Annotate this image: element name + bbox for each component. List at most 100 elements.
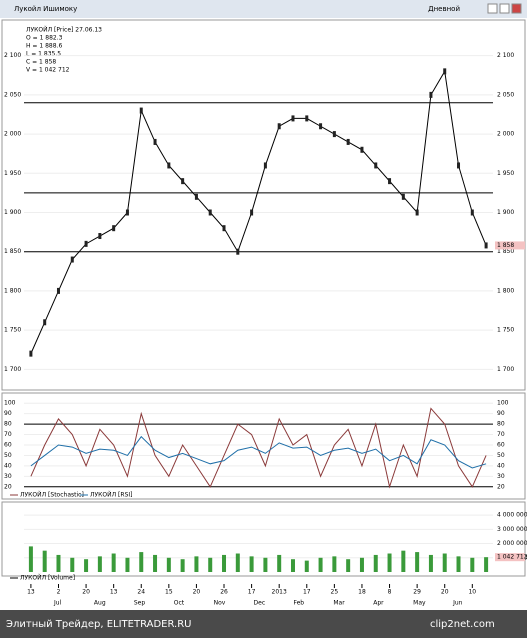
x-tick-label: 15	[165, 589, 173, 596]
close[interactable]	[511, 3, 522, 14]
y-tick-right: 70	[497, 431, 505, 438]
y-tick-right: 2 100	[497, 52, 514, 59]
legend-label: ЛУКОЙЛ [Volume]	[20, 575, 75, 582]
candle	[457, 162, 461, 169]
volume-bar	[208, 557, 213, 572]
volume-bar	[166, 557, 171, 572]
y-tick-right: 40	[497, 462, 505, 469]
y-tick-right: 50	[497, 452, 505, 459]
osc-line	[30, 435, 487, 469]
last-label: 1 042 712	[497, 554, 527, 561]
info-line: O = 1 882.3	[26, 35, 63, 42]
y-tick-left: 90	[4, 410, 12, 417]
candle	[291, 115, 295, 122]
x-tick-label: 17	[303, 589, 311, 596]
footer-right: clip2net.com	[430, 619, 495, 630]
y-tick-left: 2 000	[4, 131, 21, 138]
info-line: L = 1 835.5	[26, 51, 61, 58]
candle	[484, 242, 488, 249]
volume-bar	[153, 554, 158, 572]
volume-bar	[263, 557, 268, 572]
candle	[112, 225, 116, 232]
x-tick-label: 20	[441, 589, 449, 596]
candle	[98, 233, 102, 240]
info-line: V = 1 042 712	[26, 67, 70, 74]
maximize[interactable]	[499, 3, 510, 14]
candle	[70, 256, 74, 263]
legend-label: ЛУКОЙЛ [Stochastic]	[20, 492, 84, 499]
candle	[277, 123, 281, 130]
x-tick-label: 13	[27, 589, 35, 596]
y-tick-right: 1 800	[497, 287, 514, 294]
candle	[388, 178, 392, 185]
legend-label: ЛУКОЙЛ [RSI]	[90, 492, 133, 499]
y-tick-right: 1 900	[497, 209, 514, 216]
y-tick-right: 4 000 000	[497, 512, 527, 519]
minimize[interactable]	[487, 3, 498, 14]
volume-bar	[318, 557, 323, 572]
volume-bar	[222, 554, 227, 572]
candle	[332, 131, 336, 138]
volume-bar	[28, 546, 33, 572]
info-line: C = 1 858	[26, 59, 56, 66]
x-tick-label: 24	[137, 589, 145, 596]
candle	[222, 225, 226, 232]
volume-bar	[235, 553, 240, 572]
candle	[263, 162, 267, 169]
y-tick-left: 70	[4, 431, 12, 438]
volume-bar	[373, 554, 378, 572]
volume-bar	[359, 557, 364, 572]
footer-bar	[0, 610, 527, 638]
volume-bar	[194, 556, 199, 572]
y-tick-right: 100	[497, 400, 509, 407]
candle	[208, 209, 212, 216]
x-tick-label: 17	[248, 589, 256, 596]
month-label: Mar	[333, 600, 345, 607]
volume-bar	[290, 559, 295, 572]
volume-bar	[97, 556, 102, 572]
candle	[181, 178, 185, 185]
y-tick-left: 80	[4, 421, 12, 428]
x-tick-label: 29	[413, 589, 421, 596]
volume-bar	[401, 550, 406, 572]
price-panel	[1, 19, 526, 391]
y-tick-left: 40	[4, 462, 12, 469]
month-label: Oct	[174, 600, 185, 607]
info-line: H = 1 888.6	[26, 43, 62, 50]
volume-bar	[470, 557, 475, 572]
volume-bar	[484, 557, 489, 572]
candle	[194, 193, 198, 200]
candle	[236, 248, 240, 255]
candle	[43, 319, 47, 326]
candle	[401, 193, 405, 200]
month-label: Nov	[214, 600, 226, 607]
y-tick-left: 60	[4, 442, 12, 449]
volume-bar	[332, 556, 337, 572]
candle	[56, 287, 60, 294]
volume-panel	[1, 501, 526, 577]
x-tick-label: 20	[82, 589, 90, 596]
window-title: Лукойл Ишимоку	[14, 5, 77, 13]
y-tick-left: 1 850	[4, 248, 21, 255]
y-tick-right: 1 850	[497, 248, 514, 255]
mode[interactable]: Дневной	[428, 5, 460, 13]
volume-bar	[456, 556, 461, 572]
x-tick-label: 13	[110, 589, 118, 596]
last-box	[495, 241, 525, 250]
osc-panel	[1, 392, 526, 500]
candle	[139, 107, 143, 114]
candle	[429, 91, 433, 98]
y-tick-right: 2 000 000	[497, 540, 527, 547]
volume-bar	[387, 553, 392, 572]
volume-bar	[42, 550, 47, 572]
last-label: 1 858	[497, 242, 514, 249]
candle	[29, 350, 33, 357]
month-label: Jul	[53, 600, 62, 607]
y-tick-right: 20	[497, 483, 505, 490]
y-tick-right: 90	[497, 410, 505, 417]
month-label: Sep	[134, 600, 146, 607]
x-tick-label: 2013	[272, 589, 287, 596]
x-tick-label: 2	[57, 589, 61, 596]
x-tick-label: 10	[468, 589, 476, 596]
